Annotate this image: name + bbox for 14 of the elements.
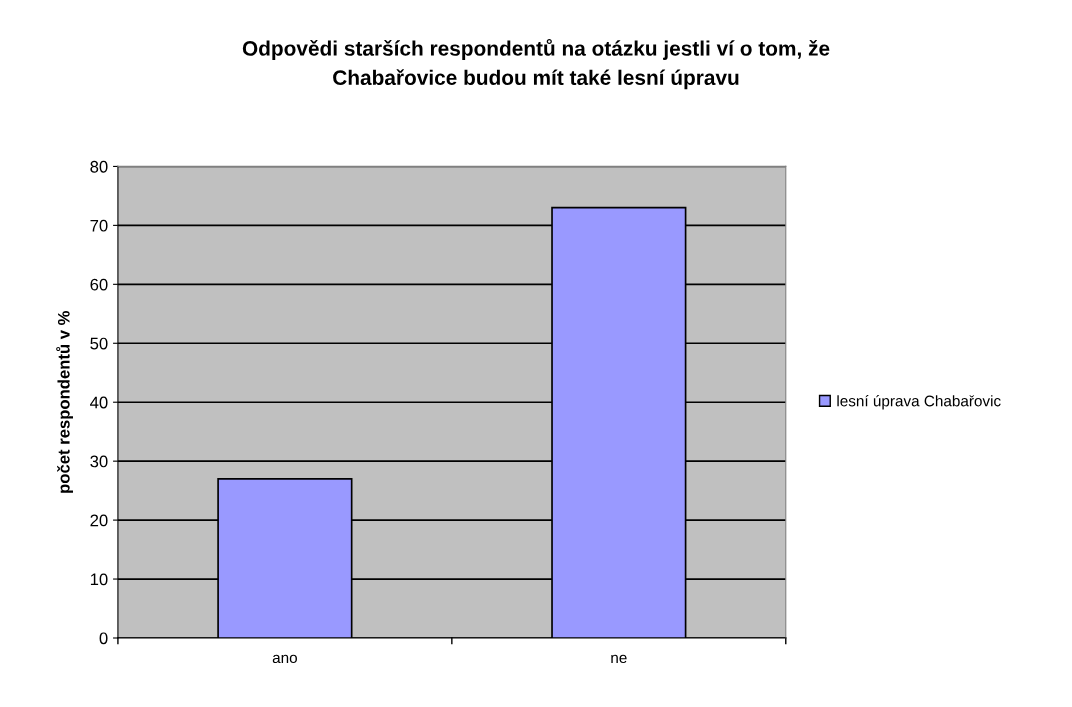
y-tick-label: 20 xyxy=(90,514,108,527)
chart-title: Odpovědi starších respondentů na otázku jestli ví o tom, že Chabařovice budou mít také lesní úpravu xyxy=(242,38,830,90)
y-tick-label: 40 xyxy=(90,396,108,409)
y-tick-label: 60 xyxy=(90,278,108,291)
y-tick-label: 70 xyxy=(90,219,108,232)
y-tick-label: 0 xyxy=(99,632,108,645)
y-tick-label: 50 xyxy=(90,337,108,350)
y-axis-title: počet respondentů v % xyxy=(56,310,73,493)
y-tick-label: 10 xyxy=(90,573,108,586)
x-tick-label: ano xyxy=(272,654,297,664)
legend-label: lesní úprava Chabařovic xyxy=(837,395,1001,410)
x-tick-label: ne xyxy=(611,654,627,664)
y-tick-label: 80 xyxy=(90,160,108,173)
y-tick-label: 30 xyxy=(90,455,108,468)
